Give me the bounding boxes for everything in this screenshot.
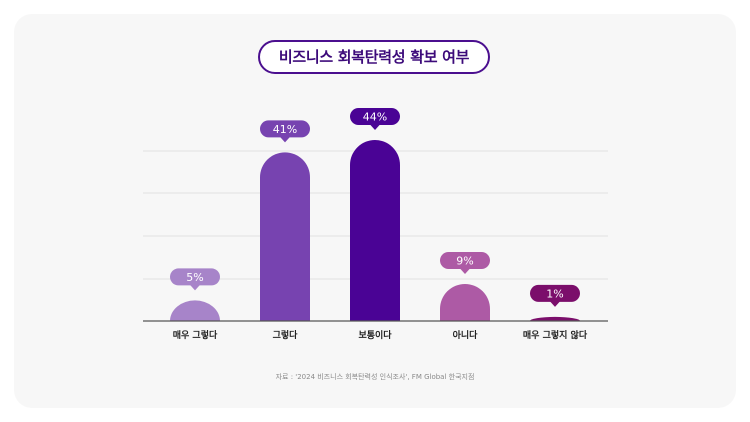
- value-bubble-body: [440, 251, 490, 269]
- value-bubble-body: [260, 120, 310, 138]
- bar-3: [350, 140, 400, 321]
- value-bubble-body: [170, 268, 220, 286]
- category-label: 매우 그렇다: [173, 329, 218, 341]
- value-bubble-pointer: [370, 124, 380, 130]
- category-label: 아니다: [453, 329, 479, 341]
- value-label: 44%: [363, 111, 387, 124]
- value-bubble: 9%: [440, 251, 490, 274]
- category-label: 매우 그렇지 않다: [523, 329, 588, 341]
- value-bubble-body: [350, 108, 400, 125]
- category-label: 그렇다: [273, 329, 299, 341]
- value-bubble-pointer: [190, 284, 200, 291]
- bar-2: [260, 152, 310, 321]
- category-label: 보통이다: [358, 329, 392, 341]
- value-bubble: 5%: [170, 268, 220, 291]
- value-bubble: 1%: [530, 284, 580, 307]
- value-bubble-pointer: [460, 268, 470, 274]
- value-label: 1%: [546, 287, 563, 300]
- bar-4: [440, 283, 490, 321]
- chart-title: 비즈니스 회복탄력성 확보 여부: [258, 40, 490, 74]
- bar-5: [530, 316, 580, 321]
- value-bubble: 44%: [350, 108, 400, 130]
- value-bubble-body: [530, 284, 580, 302]
- value-label: 9%: [456, 254, 473, 267]
- source-note: 자료 : '2024 비즈니스 회복탄력성 인식조사', FM Global 한…: [275, 373, 475, 381]
- value-label: 41%: [273, 123, 297, 136]
- bar-1: [170, 300, 220, 321]
- value-label: 5%: [186, 271, 203, 284]
- value-bubble: 41%: [260, 120, 310, 143]
- value-bubble-pointer: [550, 301, 560, 307]
- value-bubble-pointer: [280, 136, 290, 143]
